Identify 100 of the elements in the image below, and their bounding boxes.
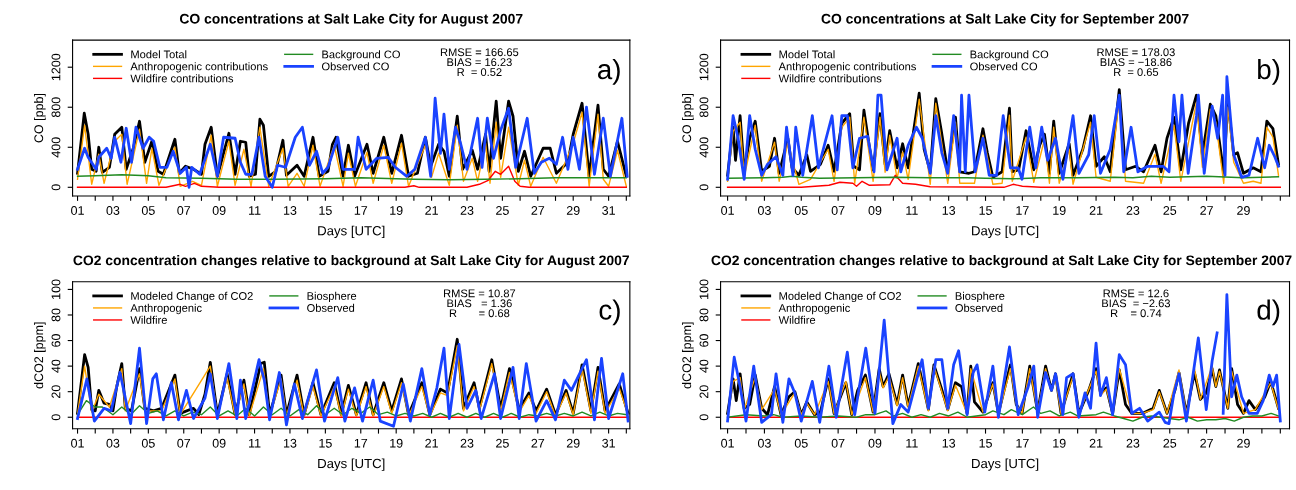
x-tick-label: 17 bbox=[1016, 438, 1029, 448]
legend-label: Wildfire contributions bbox=[778, 74, 882, 83]
x-axis-title: Days [UTC] bbox=[972, 458, 1039, 471]
x-tick-label: 07 bbox=[177, 438, 191, 448]
x-tick-label: 07 bbox=[831, 206, 845, 215]
y-axis-title: dCO2 [ppm] bbox=[33, 322, 46, 389]
x-tick-label: 13 bbox=[283, 438, 297, 448]
x-tick-label: 01 bbox=[71, 206, 84, 215]
x-tick-label: 19 bbox=[390, 438, 403, 448]
x-tick-label: 19 bbox=[1053, 438, 1066, 448]
x-tick-label: 05 bbox=[794, 206, 808, 215]
x-axis-title: Days [UTC] bbox=[318, 225, 385, 239]
x-tick-label: 29 bbox=[1237, 438, 1250, 448]
x-tick-label: 21 bbox=[425, 438, 438, 448]
x-tick-label: 29 bbox=[566, 438, 580, 448]
legend-label: Model Total bbox=[779, 50, 835, 59]
y-tick-label: 100 bbox=[51, 279, 61, 299]
x-tick-label: 01 bbox=[721, 206, 734, 215]
x-tick-label: 11 bbox=[906, 206, 918, 215]
annotation: a) bbox=[597, 58, 620, 85]
x-tick-label: 05 bbox=[141, 438, 155, 448]
x-tick-label: 23 bbox=[1126, 206, 1140, 215]
x-tick-label: 19 bbox=[390, 206, 403, 215]
annotation: RMSE = 178.03 BIAS = −18.86 R = 0.65 bbox=[1097, 48, 1175, 77]
y-tick-label: 0 bbox=[51, 414, 61, 421]
y-tick-label: 0 bbox=[699, 184, 709, 191]
legend-label: Background CO bbox=[970, 50, 1049, 61]
y-tick-label: 40 bbox=[699, 359, 709, 373]
y-tick-label: 0 bbox=[699, 414, 709, 421]
legend-label: Observed bbox=[307, 303, 355, 312]
x-tick-label: 09 bbox=[868, 438, 882, 448]
legend-label: Observed bbox=[955, 303, 1003, 312]
y-tick-label: 0 bbox=[51, 184, 61, 191]
x-tick-label: 05 bbox=[141, 206, 155, 215]
x-tick-label: 03 bbox=[757, 206, 771, 215]
y-tick-label: 40 bbox=[51, 359, 61, 373]
chart-title: CO concentrations at Salt Lake City for August 2007 bbox=[179, 13, 523, 27]
x-tick-label: 13 bbox=[942, 438, 956, 448]
x-tick-label: 15 bbox=[319, 438, 332, 448]
x-axis-title: Days [UTC] bbox=[318, 458, 385, 471]
y-axis-title: dCO2 [ppm] bbox=[681, 322, 694, 389]
x-tick-label: 31 bbox=[602, 438, 615, 448]
x-tick-label: 09 bbox=[868, 206, 882, 215]
x-tick-label: 07 bbox=[831, 438, 845, 448]
legend-label: Modeled Change of CO2 bbox=[779, 291, 901, 303]
chart-title: CO2 concentration changes relative to background at Salt Lake City for September 2007 bbox=[711, 255, 1292, 269]
y-tick-label: 100 bbox=[699, 279, 709, 299]
x-tick-label: 11 bbox=[249, 206, 261, 215]
x-tick-label: 21 bbox=[425, 206, 438, 215]
x-tick-label: 23 bbox=[460, 206, 474, 215]
x-tick-label: 15 bbox=[319, 206, 332, 215]
x-tick-label: 15 bbox=[979, 206, 992, 215]
annotation: d) bbox=[1257, 299, 1280, 326]
legend-label: Anthropogenic bbox=[130, 303, 202, 315]
x-tick-label: 15 bbox=[979, 438, 992, 448]
x-tick-label: 11 bbox=[906, 438, 918, 448]
annotation: b) bbox=[1258, 58, 1280, 85]
x-tick-label: 27 bbox=[1200, 438, 1213, 448]
x-tick-label: 13 bbox=[942, 206, 956, 215]
x-tick-label: 25 bbox=[496, 206, 509, 215]
legend-label: Observed CO bbox=[970, 62, 1038, 71]
x-tick-label: 31 bbox=[602, 206, 615, 215]
x-tick-label: 25 bbox=[496, 438, 509, 448]
x-tick-label: 17 bbox=[1016, 206, 1029, 215]
chart-title: CO2 concentration changes relative to background at Salt Lake City for August 2007 bbox=[73, 255, 629, 269]
y-axis-title: CO [ppb] bbox=[681, 93, 694, 143]
legend-label: Wildfire bbox=[130, 315, 167, 324]
annotation: RMSE = 10.87 BIAS = 1.36 R = 0.68 bbox=[444, 289, 516, 318]
x-tick-label: 29 bbox=[566, 206, 580, 215]
y-tick-label: 20 bbox=[51, 385, 61, 398]
y-tick-label: 800 bbox=[699, 97, 709, 118]
x-tick-label: 01 bbox=[71, 438, 84, 448]
y-tick-label: 400 bbox=[51, 137, 61, 158]
x-tick-label: 29 bbox=[1237, 206, 1250, 215]
x-tick-label: 27 bbox=[531, 206, 545, 215]
x-tick-label: 23 bbox=[1126, 438, 1140, 448]
legend-label: Background CO bbox=[322, 50, 400, 61]
chart-title: CO concentrations at Salt Lake City for September 2007 bbox=[821, 13, 1189, 27]
y-tick-label: 60 bbox=[51, 334, 61, 347]
x-tick-label: 03 bbox=[757, 438, 771, 448]
legend-label: Wildfire bbox=[778, 315, 816, 324]
x-tick-label: 21 bbox=[1089, 206, 1103, 215]
x-tick-label: 05 bbox=[794, 438, 808, 448]
x-tick-label: 07 bbox=[177, 206, 191, 215]
legend-label: Biosphere bbox=[955, 291, 1005, 303]
legend-label: Model Total bbox=[131, 50, 187, 59]
x-tick-label: 17 bbox=[354, 206, 368, 215]
legend-label: Anthropogenic contributions bbox=[130, 62, 268, 73]
x-tick-label: 09 bbox=[212, 206, 226, 215]
annotation: c) bbox=[599, 299, 620, 326]
annotation: RMSE = 12.6 BIAS = −2.63 R = 0.74 bbox=[1102, 289, 1171, 318]
x-tick-label: 03 bbox=[106, 206, 120, 215]
y-tick-label: 1200 bbox=[51, 53, 61, 81]
x-tick-label: 23 bbox=[460, 438, 474, 448]
x-tick-label: 25 bbox=[1163, 438, 1177, 448]
x-tick-label: 01 bbox=[721, 438, 734, 448]
legend-label: Wildfire contributions bbox=[130, 74, 234, 83]
annotation: RMSE = 166.65 BIAS = 16.23 R = 0.52 bbox=[440, 48, 519, 77]
legend-label: Modeled Change of CO2 bbox=[131, 291, 253, 303]
x-axis-title: Days [UTC] bbox=[972, 225, 1039, 239]
